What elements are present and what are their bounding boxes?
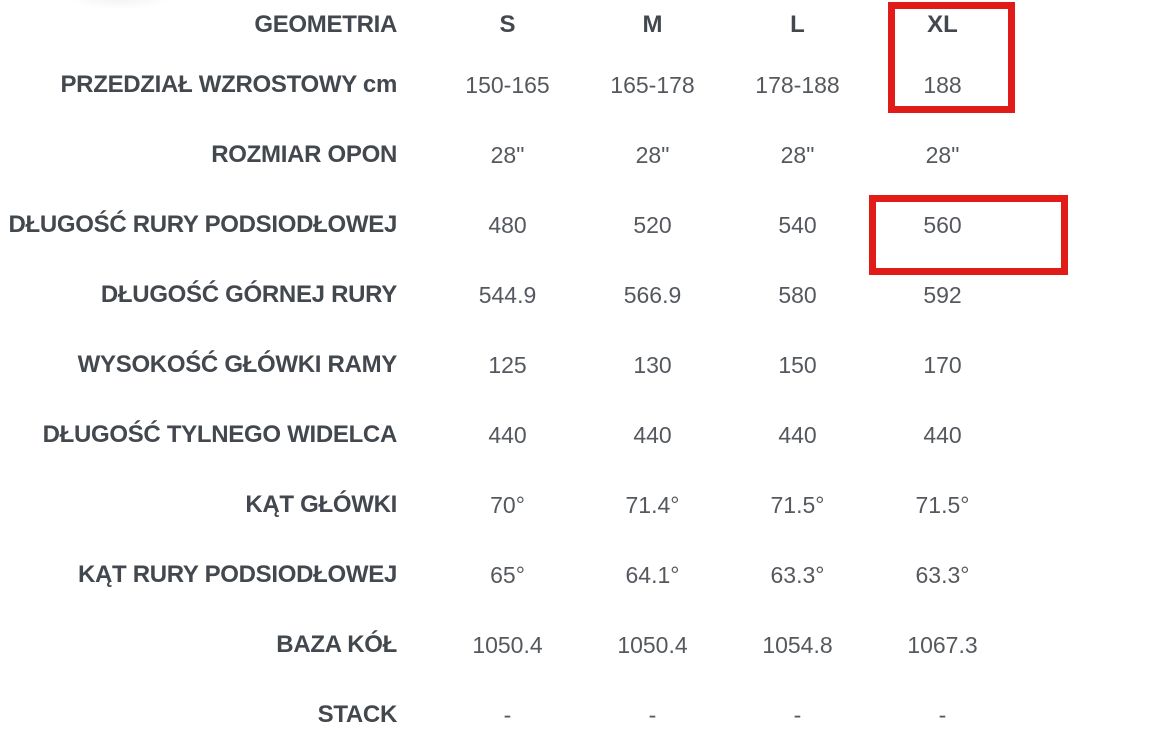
row-label: BAZA KÓŁ — [276, 631, 397, 658]
cell-value: 1067.3 — [907, 631, 978, 658]
table-row-head-tube-height: WYSOKOŚĆ GŁÓWKI RAMY 125 130 150 170 — [0, 330, 1015, 400]
cell-value: - — [938, 701, 947, 728]
cell-value: 71.5° — [915, 491, 970, 518]
cell-value: 480 — [488, 211, 527, 238]
cell-value: 70° — [490, 491, 525, 518]
table-row-wheelbase: BAZA KÓŁ 1050.4 1050.4 1054.8 1067.3 — [0, 610, 1015, 680]
cell-value: 71.4° — [625, 491, 680, 518]
row-label: ROZMIAR OPON — [211, 141, 397, 168]
cell-value: 125 — [488, 351, 527, 378]
cell-value: 1050.4 — [617, 631, 688, 658]
column-header-l: L — [790, 11, 805, 38]
cell-value: 28" — [635, 141, 670, 168]
row-label: STACK — [317, 701, 398, 728]
cell-value: 560 — [923, 211, 962, 238]
cell-value: 28" — [780, 141, 815, 168]
cell-value: 1050.4 — [472, 631, 543, 658]
table-row-stack: STACK - - - - — [0, 680, 1015, 734]
cell-value: 580 — [778, 281, 817, 308]
column-header-m: M — [642, 11, 663, 38]
row-label: KĄT GŁÓWKI — [245, 491, 397, 518]
cell-value: 71.5° — [770, 491, 825, 518]
cell-value: 130 — [633, 351, 672, 378]
geometry-table: GEOMETRIA S M L XL PRZEDZIAŁ WZROSTOWY c… — [0, 0, 1015, 734]
column-header-xl: XL — [927, 11, 958, 38]
table-row-top-tube-length: DŁUGOŚĆ GÓRNEJ RURY 544.9 566.9 580 592 — [0, 260, 1015, 330]
cell-value: 540 — [778, 211, 817, 238]
cell-value: 150 — [778, 351, 817, 378]
cell-value: 440 — [633, 421, 672, 448]
cell-value: 28" — [490, 141, 525, 168]
table-row-chainstay-length: DŁUGOŚĆ TYLNEGO WIDELCA 440 440 440 440 — [0, 400, 1015, 470]
row-label: PRZEDZIAŁ WZROSTOWY cm — [60, 71, 397, 98]
cell-value: - — [503, 701, 512, 728]
bike-image-bottom-edge — [68, 0, 172, 10]
cell-value: 188 — [923, 71, 962, 98]
cell-value: 63.3° — [770, 561, 825, 588]
cell-value: 592 — [923, 281, 962, 308]
row-label: WYSOKOŚĆ GŁÓWKI RAMY — [77, 351, 398, 378]
row-label: DŁUGOŚĆ TYLNEGO WIDELCA — [42, 421, 398, 448]
cell-value: 440 — [923, 421, 962, 448]
cell-value: - — [793, 701, 802, 728]
cell-value: 520 — [633, 211, 672, 238]
table-row-seat-tube-length: DŁUGOŚĆ RURY PODSIODŁOWEJ 480 520 540 56… — [0, 190, 1015, 260]
cell-value: - — [648, 701, 657, 728]
table-row-tire-size: ROZMIAR OPON 28" 28" 28" 28" — [0, 120, 1015, 190]
cell-value: 440 — [488, 421, 527, 448]
cell-value: 165-178 — [610, 71, 695, 98]
highlight-box-xl-column — [888, 2, 1015, 113]
geometry-title: GEOMETRIA — [254, 11, 397, 38]
cell-value: 544.9 — [478, 281, 537, 308]
cell-value: 566.9 — [623, 281, 682, 308]
table-header-row: GEOMETRIA S M L XL — [0, 0, 1015, 50]
table-row-height-range: PRZEDZIAŁ WZROSTOWY cm 150-165 165-178 1… — [0, 50, 1015, 120]
column-header-s: S — [499, 11, 516, 38]
row-label: DŁUGOŚĆ RURY PODSIODŁOWEJ — [8, 211, 397, 238]
cell-value: 64.1° — [625, 561, 680, 588]
cell-value: 65° — [490, 561, 525, 588]
row-label: DŁUGOŚĆ GÓRNEJ RURY — [100, 281, 397, 308]
cell-value: 63.3° — [915, 561, 970, 588]
row-label: KĄT RURY PODSIODŁOWEJ — [77, 561, 397, 588]
cell-value: 1054.8 — [762, 631, 833, 658]
table-row-seat-tube-angle: KĄT RURY PODSIODŁOWEJ 65° 64.1° 63.3° 63… — [0, 540, 1015, 610]
cell-value: 28" — [925, 141, 960, 168]
table-row-head-angle: KĄT GŁÓWKI 70° 71.4° 71.5° 71.5° — [0, 470, 1015, 540]
cell-value: 178-188 — [755, 71, 840, 98]
geometry-title-cell: GEOMETRIA — [0, 0, 435, 50]
highlight-box-seat-tube-560 — [869, 195, 1068, 275]
cell-value: 150-165 — [465, 71, 550, 98]
cell-value: 440 — [778, 421, 817, 448]
cell-value: 170 — [923, 351, 962, 378]
